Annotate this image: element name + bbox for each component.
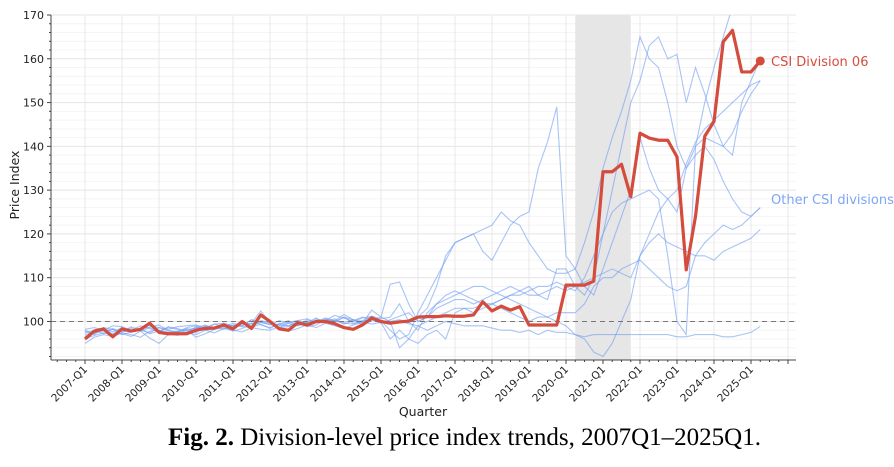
series-csi-division-06 <box>83 28 762 341</box>
caption-text: Division-level price index trends, 2007Q… <box>233 424 761 451</box>
x-axis-label: Quarter <box>399 404 448 419</box>
figure-caption: Fig. 2. Division-level price index trend… <box>168 424 761 452</box>
other-division-line-8 <box>84 229 761 337</box>
x-tick-label: 2019-Q1 <box>493 364 534 405</box>
x-tick-label: 2007-Q1 <box>49 364 90 405</box>
x-tick-label: 2023-Q1 <box>641 364 682 405</box>
x-tick-label: 2021-Q1 <box>567 364 608 405</box>
y-tick-label: 160 <box>23 53 44 66</box>
other-division-line-1 <box>84 15 731 340</box>
y-axis-label: Price Index <box>7 151 22 220</box>
y-tick-label: 150 <box>23 97 44 110</box>
x-tick-label: 2022-Q1 <box>604 364 645 405</box>
x-tick-label: 2020-Q1 <box>530 364 571 405</box>
price-index-chart: 1001101201301401501601702007-Q12008-Q120… <box>7 9 894 419</box>
x-tick-label: 2016-Q1 <box>382 364 423 405</box>
x-tick-label: 2018-Q1 <box>456 364 497 405</box>
y-tick-label: 100 <box>23 315 44 328</box>
x-tick-label: 2024-Q1 <box>678 364 719 405</box>
y-tick-label: 140 <box>23 140 44 153</box>
other-divisions-lines <box>84 15 761 358</box>
x-tick-label: 2013-Q1 <box>271 364 312 405</box>
grid <box>51 14 796 360</box>
other-division-line-6 <box>84 207 761 349</box>
other-division-line-7 <box>84 80 761 358</box>
y-tick-label: 130 <box>23 184 44 197</box>
other-division-line-4 <box>84 80 761 340</box>
x-tick-label: 2010-Q1 <box>160 364 201 405</box>
x-tick-label: 2015-Q1 <box>345 364 386 405</box>
figure-number: Fig. 2. <box>168 424 234 451</box>
x-tick-label: 2025-Q1 <box>715 364 756 405</box>
legend-label-other-divisions: Other CSI divisions <box>771 193 894 208</box>
series-end-marker <box>755 56 765 66</box>
x-tick-label: 2012-Q1 <box>234 364 275 405</box>
x-tick-label: 2008-Q1 <box>86 364 127 405</box>
x-tick-label: 2014-Q1 <box>308 364 349 405</box>
other-division-line-5 <box>84 317 761 338</box>
x-tick-label: 2017-Q1 <box>419 364 460 405</box>
y-tick-label: 110 <box>23 272 44 285</box>
x-tick-label: 2011-Q1 <box>197 364 238 405</box>
y-tick-label: 120 <box>23 228 44 241</box>
legend-label-csi-division-06: CSI Division 06 <box>771 55 868 70</box>
x-tick-label: 2009-Q1 <box>123 364 164 405</box>
y-tick-label: 170 <box>23 9 44 22</box>
